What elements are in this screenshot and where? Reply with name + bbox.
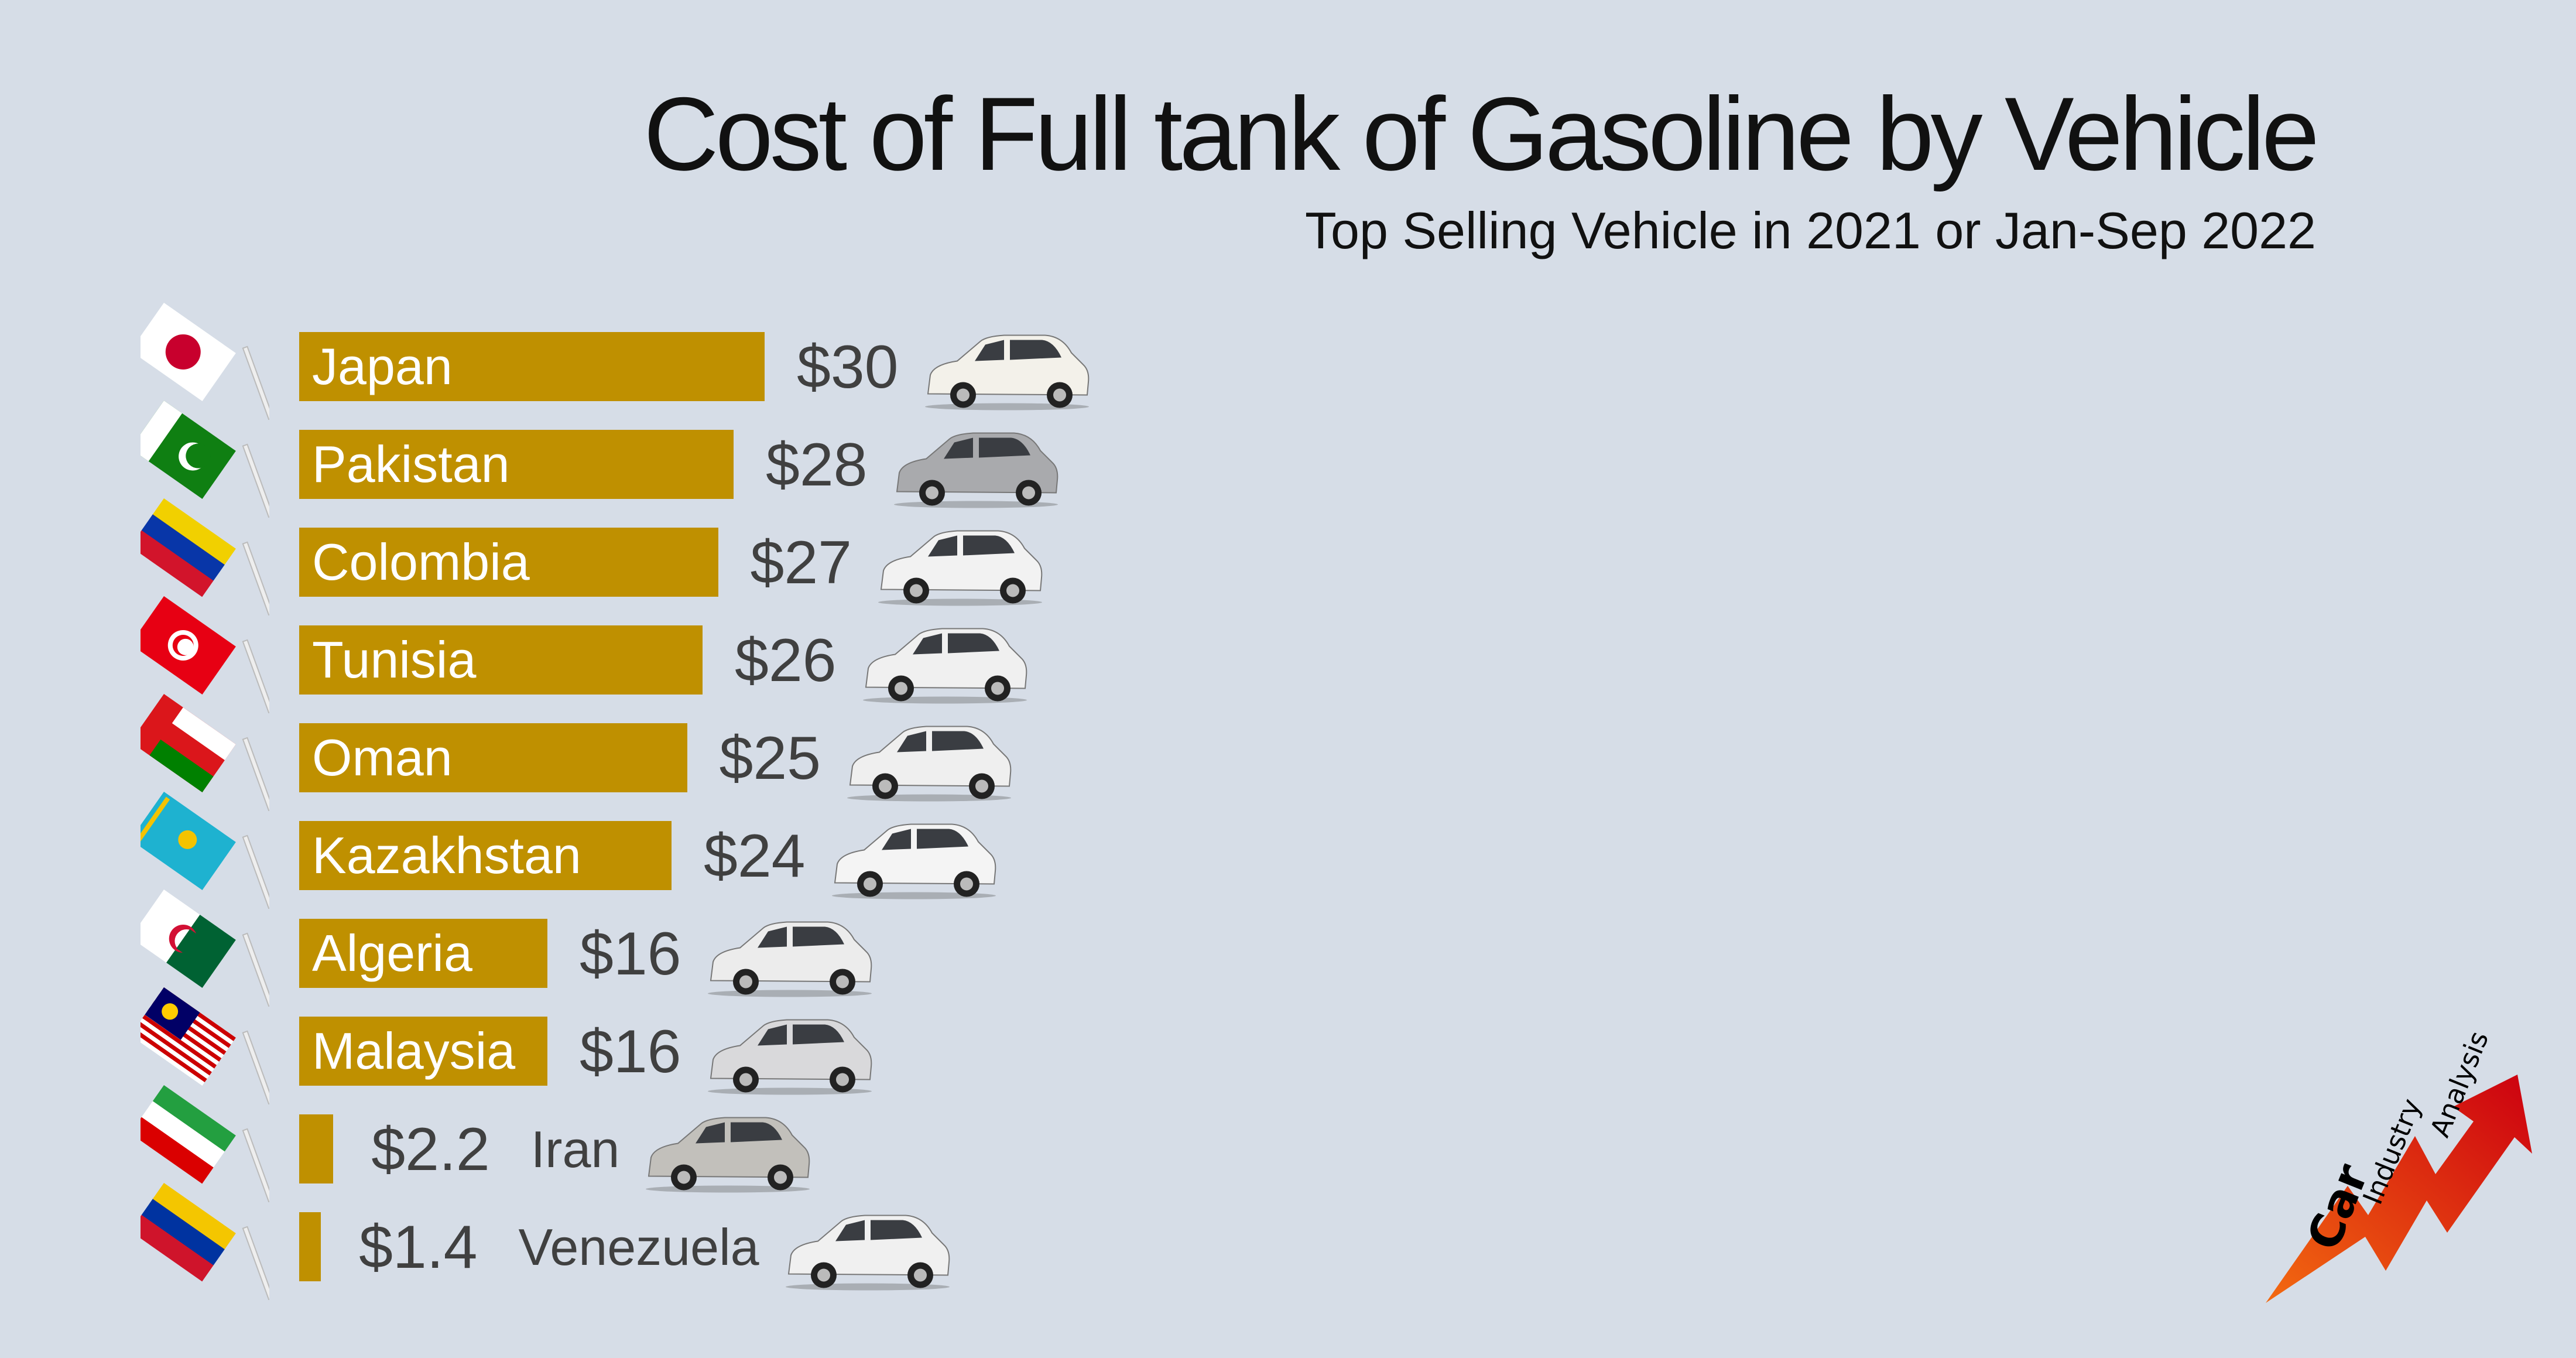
value-label: $26 bbox=[735, 626, 837, 695]
car-icon bbox=[785, 1215, 950, 1290]
value-label: $28 bbox=[766, 430, 868, 499]
pakistan-flag-icon bbox=[141, 401, 269, 518]
algeria-flag-icon bbox=[141, 890, 269, 1007]
bar bbox=[299, 1212, 321, 1281]
value-label: $27 bbox=[750, 528, 852, 597]
chart-subtitle: Top Selling Vehicle in 2021 or Jan-Sep 2… bbox=[1305, 201, 2316, 259]
bar-annotation: $27 bbox=[751, 504, 1046, 621]
value-label: $24 bbox=[704, 822, 806, 890]
car-icon bbox=[893, 432, 1058, 508]
category-label: Iran bbox=[530, 1120, 620, 1178]
bar-with-category-label: Tunisia bbox=[299, 625, 703, 695]
japan-flag-icon bbox=[141, 303, 269, 420]
chart-title: Cost of Full tank of Gasoline by Vehicle bbox=[643, 76, 2320, 192]
bar-annotation: $1.4 Venezuela bbox=[359, 1189, 952, 1306]
bar-annotation: $16 bbox=[580, 895, 875, 1012]
bar bbox=[299, 1114, 334, 1183]
bar-annotation: $25 bbox=[720, 700, 1015, 817]
bar-annotation: $30 bbox=[797, 309, 1092, 426]
car-icon bbox=[707, 921, 872, 997]
bar-with-category-label: Oman bbox=[299, 723, 687, 792]
bar-with-category-label: Malaysia bbox=[299, 1017, 547, 1086]
tunisia-flag-icon bbox=[141, 596, 269, 713]
value-label: $16 bbox=[580, 1017, 681, 1086]
bar-with-category-label: Algeria bbox=[299, 919, 547, 988]
bar-annotation: $16 bbox=[580, 993, 875, 1110]
value-label: $2.2 bbox=[371, 1115, 490, 1183]
car-icon bbox=[847, 726, 1012, 801]
car-icon bbox=[862, 628, 1027, 703]
arrow-icon bbox=[2266, 1075, 2532, 1303]
value-label: $25 bbox=[719, 724, 821, 792]
car-icon bbox=[924, 334, 1089, 410]
kazakhstan-flag-icon bbox=[141, 792, 269, 909]
car-icon bbox=[831, 823, 996, 899]
bar-annotation: $2.2 Iran bbox=[371, 1091, 813, 1208]
iran-flag-icon bbox=[141, 1085, 269, 1202]
bar-with-category-label: Japan bbox=[299, 332, 765, 401]
value-label: $1.4 bbox=[359, 1213, 478, 1281]
car-industry-analysis-logo: Car Industry Analysis bbox=[2266, 1031, 2532, 1303]
bar-with-category-label: Kazakhstan bbox=[299, 821, 672, 890]
car-icon bbox=[646, 1117, 810, 1192]
category-label: Venezuela bbox=[518, 1218, 759, 1276]
car-icon bbox=[878, 530, 1043, 606]
venezuela-flag-icon bbox=[141, 1183, 269, 1300]
oman-flag-icon bbox=[141, 694, 269, 811]
bar-annotation: $28 bbox=[766, 406, 1061, 524]
value-label: $30 bbox=[797, 333, 899, 401]
malaysia-flag-icon bbox=[141, 987, 269, 1104]
colombia-flag-icon bbox=[141, 498, 269, 615]
value-label: $16 bbox=[580, 919, 681, 988]
bar-with-category-label: Pakistan bbox=[299, 430, 734, 499]
bar-annotation: $24 bbox=[704, 798, 999, 915]
bar-annotation: $26 bbox=[735, 602, 1030, 719]
bar-with-category-label: Colombia bbox=[299, 528, 718, 597]
car-icon bbox=[707, 1019, 872, 1094]
